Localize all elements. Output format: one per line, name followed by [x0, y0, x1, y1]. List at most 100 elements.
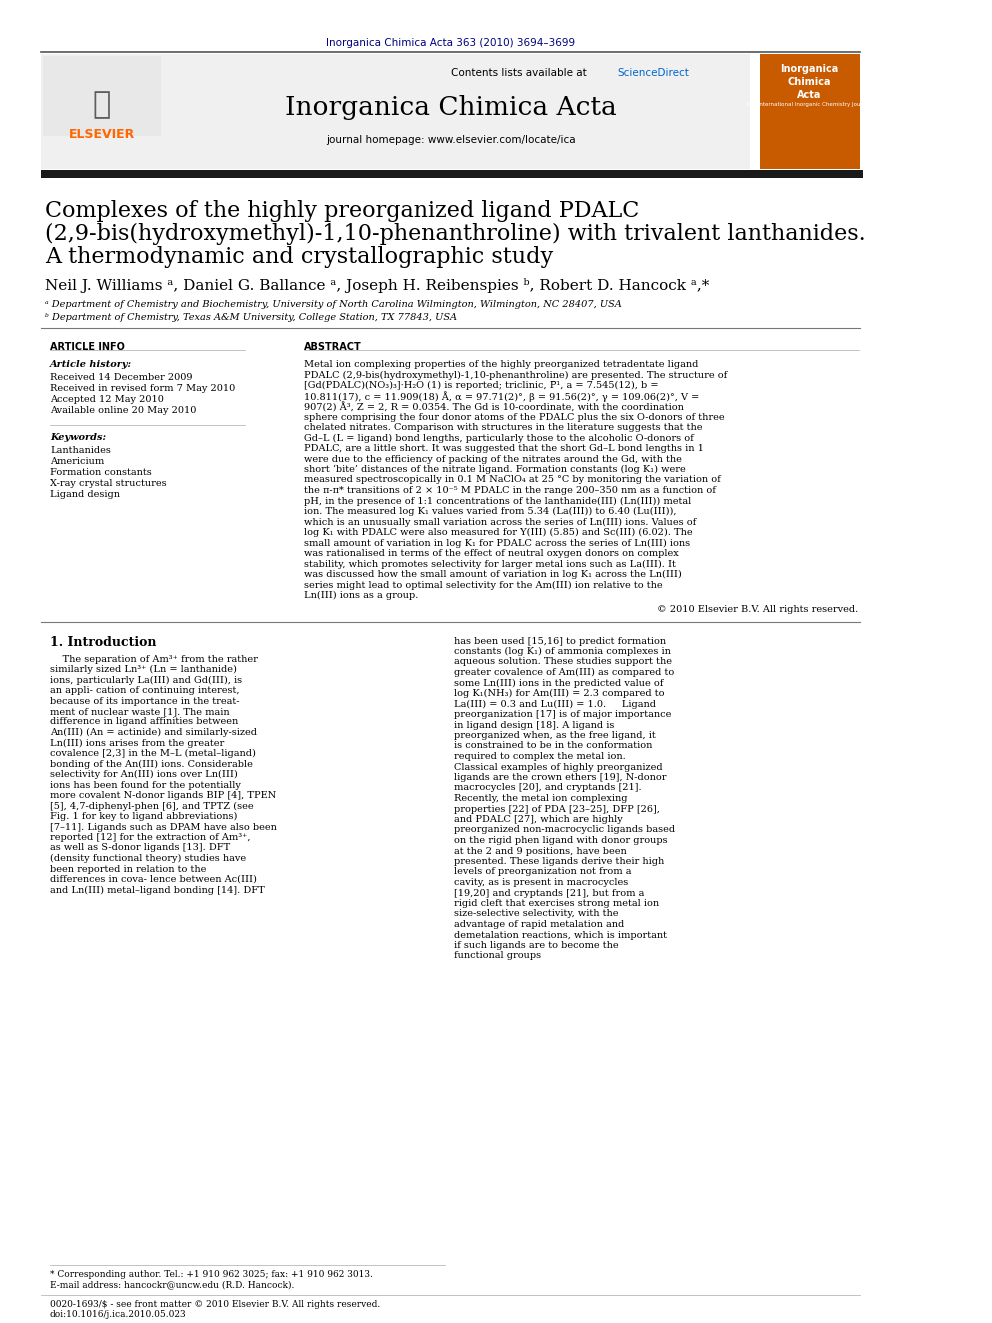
Text: presented. These ligands derive their high: presented. These ligands derive their hi…	[454, 857, 665, 867]
Text: [19,20] and cryptands [21], but from a: [19,20] and cryptands [21], but from a	[454, 889, 645, 897]
Text: Received in revised form 7 May 2010: Received in revised form 7 May 2010	[50, 384, 235, 393]
Text: selectivity for An(III) ions over Ln(III): selectivity for An(III) ions over Ln(III…	[50, 770, 238, 779]
Text: Inorganica
Chimica
Acta: Inorganica Chimica Acta	[781, 64, 838, 101]
Text: short ‘bite’ distances of the nitrate ligand. Formation constants (log K₁) were: short ‘bite’ distances of the nitrate li…	[305, 464, 686, 475]
Text: Article history:: Article history:	[50, 360, 132, 369]
Text: measured spectroscopically in 0.1 M NaClO₄ at 25 °C by monitoring the variation : measured spectroscopically in 0.1 M NaCl…	[305, 475, 721, 484]
Text: properties [22] of PDA [23–25], DFP [26],: properties [22] of PDA [23–25], DFP [26]…	[454, 804, 660, 814]
Text: and PDALC [27], which are highly: and PDALC [27], which are highly	[454, 815, 623, 824]
Text: at the 2 and 9 positions, have been: at the 2 and 9 positions, have been	[454, 847, 627, 856]
Text: An(III) (An = actinide) and similarly-sized: An(III) (An = actinide) and similarly-si…	[50, 728, 257, 737]
Text: aqueous solution. These studies support the: aqueous solution. These studies support …	[454, 658, 673, 667]
Text: The separation of Am³⁺ from the rather: The separation of Am³⁺ from the rather	[50, 655, 258, 664]
Bar	[41, 169, 863, 179]
Text: Keywords:: Keywords:	[50, 433, 106, 442]
Text: [7–11]. Ligands such as DPAM have also been: [7–11]. Ligands such as DPAM have also b…	[50, 823, 277, 831]
Text: ion. The measured log K₁ values varied from 5.34 (La(III)) to 6.40 (Lu(III)),: ion. The measured log K₁ values varied f…	[305, 507, 677, 516]
Text: log K₁ with PDALC were also measured for Y(III) (5.85) and Sc(III) (6.02). The: log K₁ with PDALC were also measured for…	[305, 528, 693, 537]
Text: preorganized when, as the free ligand, it: preorganized when, as the free ligand, i…	[454, 732, 656, 740]
Text: (2,9-bis(hydroxymethyl)-1,10-phenanthroline) with trivalent lanthanides.: (2,9-bis(hydroxymethyl)-1,10-phenanthrol…	[46, 224, 866, 245]
Text: in ligand design [18]. A ligand is: in ligand design [18]. A ligand is	[454, 721, 615, 729]
Text: Classical examples of highly preorganized: Classical examples of highly preorganize…	[454, 762, 663, 771]
Text: preorganization [17] is of major importance: preorganization [17] is of major importa…	[454, 710, 672, 718]
Text: constants (log K₁) of ammonia complexes in: constants (log K₁) of ammonia complexes …	[454, 647, 672, 656]
Text: cavity, as is present in macrocycles: cavity, as is present in macrocycles	[454, 878, 629, 886]
Bar	[41, 54, 750, 169]
Bar	[43, 56, 161, 136]
Text: Americium: Americium	[50, 456, 104, 466]
Text: the π-π* transitions of 2 × 10⁻⁵ M PDALC in the range 200–350 nm as a function o: the π-π* transitions of 2 × 10⁻⁵ M PDALC…	[305, 486, 716, 495]
Text: difference in ligand affinities between: difference in ligand affinities between	[50, 717, 238, 726]
Text: ligands are the crown ethers [19], N-donor: ligands are the crown ethers [19], N-don…	[454, 773, 667, 782]
Text: sphere comprising the four donor atoms of the PDALC plus the six O-donors of thr: sphere comprising the four donor atoms o…	[305, 413, 725, 422]
Text: the International Inorganic Chemistry Journal: the International Inorganic Chemistry Jo…	[748, 102, 872, 107]
Text: [5], 4,7-diphenyl-phen [6], and TPTZ (see: [5], 4,7-diphenyl-phen [6], and TPTZ (se…	[50, 802, 254, 811]
Text: similarly sized Ln³⁺ (Ln = lanthanide): similarly sized Ln³⁺ (Ln = lanthanide)	[50, 665, 237, 675]
Text: because of its importance in the treat-: because of its importance in the treat-	[50, 696, 239, 705]
Text: series might lead to optimal selectivity for the Am(III) ion relative to the: series might lead to optimal selectivity…	[305, 581, 663, 590]
Text: covalence [2,3] in the M–L (metal–ligand): covalence [2,3] in the M–L (metal–ligand…	[50, 749, 256, 758]
Text: 🌳: 🌳	[92, 90, 111, 119]
Text: differences in cova- lence between Ac(III): differences in cova- lence between Ac(II…	[50, 875, 257, 884]
Text: Neil J. Williams ᵃ, Daniel G. Ballance ᵃ, Joseph H. Reibenspies ᵇ, Robert D. Han: Neil J. Williams ᵃ, Daniel G. Ballance ᵃ…	[46, 278, 710, 292]
Text: ScienceDirect: ScienceDirect	[618, 67, 689, 78]
Text: on the rigid phen ligand with donor groups: on the rigid phen ligand with donor grou…	[454, 836, 668, 845]
Text: macrocycles [20], and cryptands [21].: macrocycles [20], and cryptands [21].	[454, 783, 642, 792]
Text: demetalation reactions, which is important: demetalation reactions, which is importa…	[454, 930, 668, 939]
Text: ELSEVIER: ELSEVIER	[68, 128, 135, 142]
Text: ᵇ Department of Chemistry, Texas A&M University, College Station, TX 77843, USA: ᵇ Department of Chemistry, Texas A&M Uni…	[46, 314, 457, 321]
Text: and Ln(III) metal–ligand bonding [14]. DFT: and Ln(III) metal–ligand bonding [14]. D…	[50, 885, 265, 894]
Text: Ln(III) ions arises from the greater: Ln(III) ions arises from the greater	[50, 738, 224, 747]
Text: has been used [15,16] to predict formation: has been used [15,16] to predict formati…	[454, 636, 667, 646]
Text: reported [12] for the extraction of Am³⁺,: reported [12] for the extraction of Am³⁺…	[50, 833, 250, 841]
Text: doi:10.1016/j.ica.2010.05.023: doi:10.1016/j.ica.2010.05.023	[50, 1310, 186, 1319]
Text: Fig. 1 for key to ligand abbreviations): Fig. 1 for key to ligand abbreviations)	[50, 812, 237, 822]
Bar	[760, 54, 859, 169]
Text: [Gd(PDALC)(NO₃)₃]·H₂O (1) is reported; triclinic, P̅¹, a = 7.545(12), b =: [Gd(PDALC)(NO₃)₃]·H₂O (1) is reported; t…	[305, 381, 659, 390]
Text: was rationalised in terms of the effect of neutral oxygen donors on complex: was rationalised in terms of the effect …	[305, 549, 680, 558]
Text: were due to the efficiency of packing of the nitrates around the Gd, with the: were due to the efficiency of packing of…	[305, 455, 682, 463]
Text: ions has been found for the potentially: ions has been found for the potentially	[50, 781, 241, 790]
Text: Formation constants: Formation constants	[50, 468, 152, 478]
Text: Ligand design: Ligand design	[50, 490, 120, 499]
Text: preorganized non-macrocyclic ligands based: preorganized non-macrocyclic ligands bas…	[454, 826, 676, 835]
Text: Available online 20 May 2010: Available online 20 May 2010	[50, 406, 196, 415]
Text: ment of nuclear waste [1]. The main: ment of nuclear waste [1]. The main	[50, 706, 229, 716]
Text: 0020-1693/$ - see front matter © 2010 Elsevier B.V. All rights reserved.: 0020-1693/$ - see front matter © 2010 El…	[50, 1301, 380, 1308]
Text: rigid cleft that exercises strong metal ion: rigid cleft that exercises strong metal …	[454, 900, 660, 908]
Text: (density functional theory) studies have: (density functional theory) studies have	[50, 855, 246, 863]
Text: 907(2) Å³, Z = 2, R = 0.0354. The Gd is 10-coordinate, with the coordination: 907(2) Å³, Z = 2, R = 0.0354. The Gd is …	[305, 402, 684, 413]
Text: required to complex the metal ion.: required to complex the metal ion.	[454, 751, 626, 761]
Text: pH, in the presence of 1:1 concentrations of the lanthanide(III) (Ln(III)) metal: pH, in the presence of 1:1 concentration…	[305, 496, 691, 505]
Text: PDALC (2,9-bis(hydroxymethyl)-1,10-phenanthroline) are presented. The structure : PDALC (2,9-bis(hydroxymethyl)-1,10-phena…	[305, 370, 727, 380]
Text: ᵃ Department of Chemistry and Biochemistry, University of North Carolina Wilming: ᵃ Department of Chemistry and Biochemist…	[46, 300, 622, 310]
Text: PDALC, are a little short. It was suggested that the short Gd–L bond lengths in : PDALC, are a little short. It was sugges…	[305, 445, 704, 452]
Text: Ln(III) ions as a group.: Ln(III) ions as a group.	[305, 591, 419, 601]
Text: ABSTRACT: ABSTRACT	[305, 343, 362, 352]
Text: © 2010 Elsevier B.V. All rights reserved.: © 2010 Elsevier B.V. All rights reserved…	[658, 606, 859, 614]
Text: ARTICLE INFO: ARTICLE INFO	[50, 343, 125, 352]
Text: Metal ion complexing properties of the highly preorganized tetradentate ligand: Metal ion complexing properties of the h…	[305, 360, 698, 369]
Text: Inorganica Chimica Acta: Inorganica Chimica Acta	[285, 95, 616, 120]
Text: functional groups: functional groups	[454, 951, 542, 960]
Text: Accepted 12 May 2010: Accepted 12 May 2010	[50, 396, 164, 404]
Text: small amount of variation in log K₁ for PDALC across the series of Ln(III) ions: small amount of variation in log K₁ for …	[305, 538, 690, 548]
Text: Recently, the metal ion complexing: Recently, the metal ion complexing	[454, 794, 628, 803]
Text: which is an unusually small variation across the series of Ln(III) ions. Values : which is an unusually small variation ac…	[305, 517, 696, 527]
Text: ions, particularly La(III) and Gd(III), is: ions, particularly La(III) and Gd(III), …	[50, 676, 242, 684]
Text: an appli- cation of continuing interest,: an appli- cation of continuing interest,	[50, 687, 239, 695]
Text: more covalent N-donor ligands BIP [4], TPEN: more covalent N-donor ligands BIP [4], T…	[50, 791, 276, 800]
Text: is constrained to be in the conformation: is constrained to be in the conformation	[454, 741, 653, 750]
Text: Complexes of the highly preorganized ligand PDALC: Complexes of the highly preorganized lig…	[46, 200, 640, 222]
Text: A thermodynamic and crystallographic study: A thermodynamic and crystallographic stu…	[46, 246, 554, 269]
Text: some Ln(III) ions in the predicted value of: some Ln(III) ions in the predicted value…	[454, 679, 664, 688]
Text: greater covalence of Am(III) as compared to: greater covalence of Am(III) as compared…	[454, 668, 675, 677]
Text: X-ray crystal structures: X-ray crystal structures	[50, 479, 167, 488]
Text: La(III) = 0.3 and Lu(III) = 1.0.     Ligand: La(III) = 0.3 and Lu(III) = 1.0. Ligand	[454, 700, 657, 709]
Text: 10.811(17), c = 11.909(18) Å, α = 97.71(2)°, β = 91.56(2)°, γ = 109.06(2)°, V =: 10.811(17), c = 11.909(18) Å, α = 97.71(…	[305, 392, 699, 402]
Text: been reported in relation to the: been reported in relation to the	[50, 864, 206, 873]
Text: * Corresponding author. Tel.: +1 910 962 3025; fax: +1 910 962 3013.: * Corresponding author. Tel.: +1 910 962…	[50, 1270, 373, 1279]
Text: 1. Introduction: 1. Introduction	[50, 636, 157, 650]
Text: chelated nitrates. Comparison with structures in the literature suggests that th: chelated nitrates. Comparison with struc…	[305, 423, 703, 433]
Text: bonding of the An(III) ions. Considerable: bonding of the An(III) ions. Considerabl…	[50, 759, 253, 769]
